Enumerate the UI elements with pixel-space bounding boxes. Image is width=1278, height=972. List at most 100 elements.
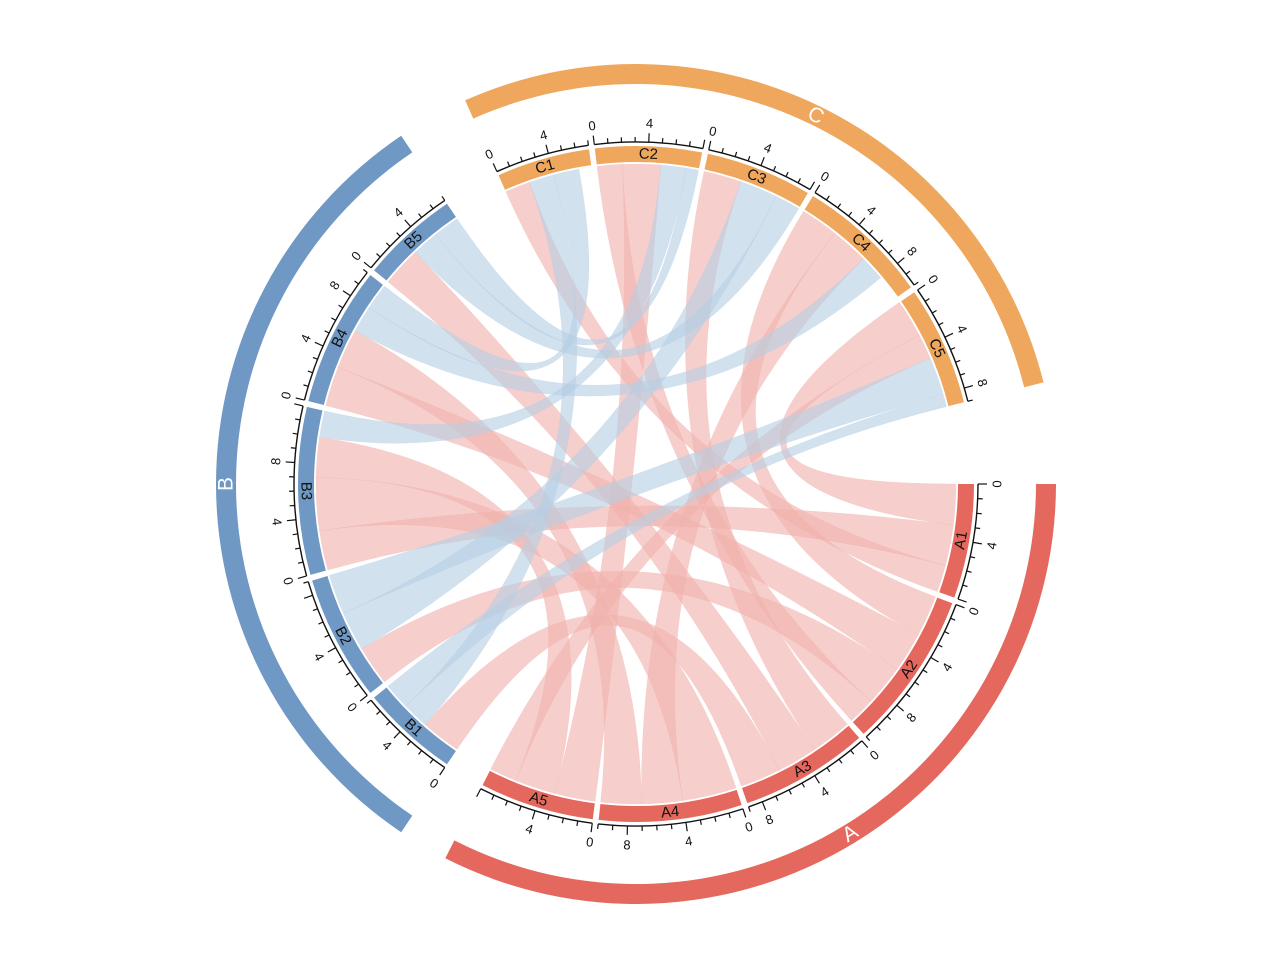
link-a3-b5	[387, 251, 816, 771]
axis-tick	[699, 819, 702, 825]
sector-a1	[939, 484, 974, 598]
axis-tick	[814, 184, 821, 193]
axis-tick	[559, 145, 563, 151]
axis-tick	[561, 818, 564, 824]
tick-label: 4	[297, 332, 314, 345]
axis-tick	[292, 432, 298, 435]
axis-tick	[675, 139, 678, 145]
axis-tick	[861, 740, 869, 748]
tick-label: 0	[344, 700, 360, 715]
links-layer	[315, 163, 957, 805]
sector-b4	[308, 274, 383, 406]
tick-label: 4	[684, 833, 693, 849]
axis-tick	[748, 806, 751, 812]
axis-tick	[913, 281, 919, 286]
axis-tick	[702, 139, 706, 149]
axis-tick	[312, 356, 318, 360]
axis-tick	[429, 204, 434, 210]
axis-tick	[342, 290, 351, 297]
axis-tick	[359, 695, 368, 702]
axis-tick	[294, 403, 304, 407]
link-a1-c5	[779, 302, 957, 526]
tick-label: 0	[818, 168, 832, 185]
axis-tick	[897, 257, 905, 264]
sector-c2	[594, 146, 703, 169]
axis-tick	[858, 217, 866, 226]
axis-line-a2	[865, 604, 957, 738]
tick-label: 8	[763, 811, 775, 828]
axis-tick	[970, 556, 976, 559]
link-a5-c5	[490, 334, 931, 781]
axis-tick	[285, 461, 295, 464]
sector-a3	[741, 725, 860, 804]
axis-line-c5	[917, 289, 969, 402]
tick-label: 0	[966, 605, 983, 617]
tick-label: 0	[483, 146, 496, 163]
axis-tick	[955, 604, 965, 609]
axis-tick	[797, 178, 801, 184]
axis-tick	[345, 671, 351, 676]
axis-tick	[876, 726, 881, 731]
tick-label: 4	[984, 541, 1000, 551]
axis-line-b1	[370, 699, 446, 769]
axis-tick	[809, 181, 816, 190]
sector-c1	[498, 149, 592, 190]
tick-label: 8	[268, 457, 283, 465]
sector-a5	[482, 770, 595, 820]
link-b4-c1	[368, 168, 590, 372]
tick-label: 8	[974, 377, 990, 388]
axis-tick	[922, 669, 928, 674]
axis-tick	[418, 750, 423, 755]
axis-tick	[587, 140, 589, 146]
axis-tick	[957, 598, 967, 603]
axis-tick	[944, 631, 950, 635]
tick-label: 4	[538, 127, 549, 143]
tick-label: 4	[391, 204, 406, 220]
sector-label-b4: B4	[328, 326, 351, 350]
sector-label-a1: A1	[951, 530, 971, 551]
axis-tick	[406, 740, 412, 746]
group-band-c	[465, 63, 1044, 388]
tick-label: 4	[646, 116, 654, 131]
tick-label: 0	[867, 747, 882, 763]
axis-tick	[914, 681, 920, 686]
tick-label: 8	[904, 244, 920, 259]
axis-tick	[491, 794, 495, 800]
tick-label: 4	[939, 660, 956, 674]
axis-tick	[476, 788, 482, 798]
axis-tick	[950, 347, 956, 351]
sector-label-c1: C1	[533, 156, 556, 178]
axis-tick	[967, 399, 973, 402]
axis-tick	[303, 384, 309, 387]
axis-tick	[286, 519, 296, 522]
axis-tick	[376, 710, 381, 715]
axis-tick	[303, 581, 309, 584]
link-a3-c3	[685, 170, 848, 750]
axis-tick	[938, 322, 944, 326]
sector-label-a5: A5	[527, 788, 550, 810]
axis-tick	[760, 157, 765, 166]
tick-label: 0	[585, 834, 594, 850]
axis-tick	[439, 767, 446, 776]
axis-tick	[295, 397, 305, 401]
axis-tick	[905, 693, 911, 698]
tick-label: 4	[864, 202, 879, 218]
tick-label: 4	[762, 140, 774, 157]
axis-tick	[878, 239, 884, 244]
axis-tick	[366, 699, 372, 704]
tick-label: 4	[269, 517, 285, 526]
sector-b5	[374, 203, 456, 281]
axis-tick	[937, 644, 943, 648]
axis-tick	[850, 749, 855, 755]
link-a2-c4	[740, 210, 936, 635]
sector-b1	[374, 687, 456, 765]
axis-tick	[761, 801, 767, 811]
axis-tick	[507, 161, 511, 167]
axis-tick	[362, 268, 368, 273]
axis-tick	[721, 148, 724, 154]
axis-tick	[955, 359, 961, 363]
axis-tick	[393, 731, 401, 739]
axis-tick	[576, 820, 579, 827]
sector-label-c3: C3	[745, 165, 769, 188]
